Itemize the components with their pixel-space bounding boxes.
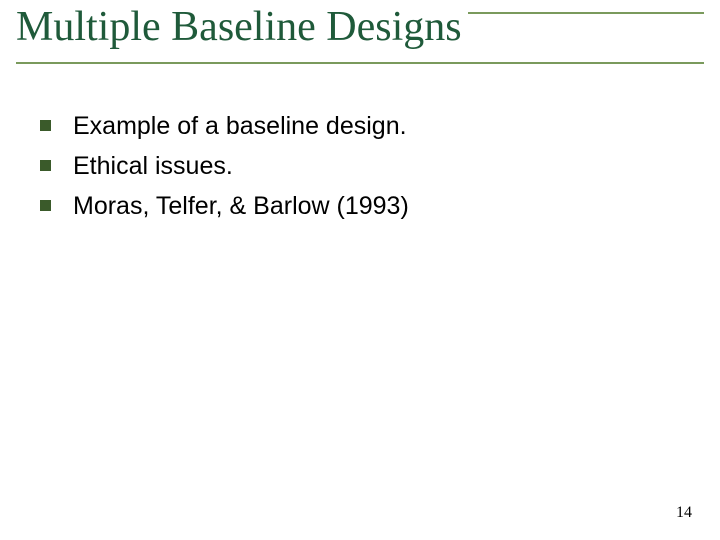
bullet-text: Example of a baseline design. [73,110,407,144]
square-bullet-icon [40,120,51,131]
title-container: Multiple Baseline Designs [16,0,468,55]
list-item: Moras, Telfer, & Barlow (1993) [40,190,690,224]
page-number: 14 [676,504,692,522]
square-bullet-icon [40,200,51,211]
square-bullet-icon [40,160,51,171]
bullet-text: Ethical issues. [73,150,233,184]
list-item: Example of a baseline design. [40,110,690,144]
slide-title: Multiple Baseline Designs [16,0,462,55]
bullet-text: Moras, Telfer, & Barlow (1993) [73,190,409,224]
under-rule [16,62,704,64]
bullet-list: Example of a baseline design. Ethical is… [40,110,690,229]
list-item: Ethical issues. [40,150,690,184]
